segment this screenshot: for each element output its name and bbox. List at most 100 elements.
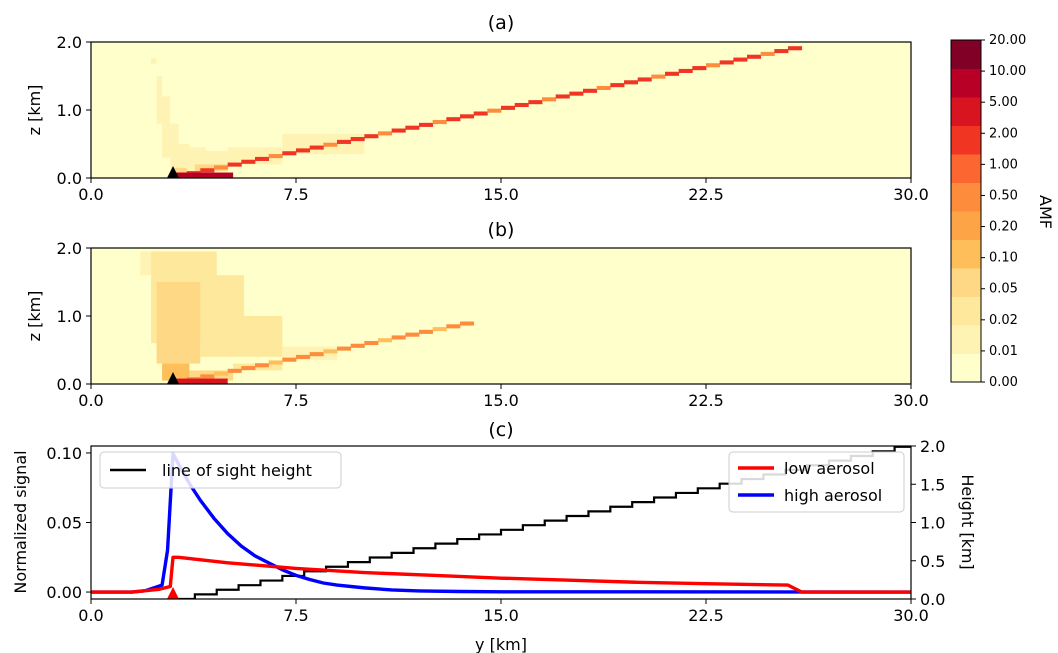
panel-b-ray-cell <box>282 357 297 362</box>
panel-a-xtick-label: 7.5 <box>283 185 308 204</box>
colorbar-band <box>951 154 981 183</box>
panel-a-title: (a) <box>488 12 514 34</box>
series-low-aerosol <box>91 555 911 594</box>
panel-a-ylabel: z [km] <box>25 85 44 136</box>
panel-c-title: (c) <box>488 419 513 441</box>
panel-b: (b) z [km] 0.0 7.5 15.0 22.5 30.0 0.0 1.0 2.0 <box>25 219 929 410</box>
colorbar-tick-label: 5.00 <box>989 95 1018 110</box>
colorbar-tick-label: 0.05 <box>989 282 1018 297</box>
panel-a-ray-cell <box>378 131 393 136</box>
panel-a-ytick-label: 2.0 <box>57 33 82 52</box>
panel-a-ray-cell <box>473 111 488 116</box>
panel-b-cell <box>200 275 245 357</box>
panel-c-y2tick-label: 1.0 <box>920 514 945 533</box>
panel-a-xtick-label: 15.0 <box>483 185 519 204</box>
panel-b-xtick-label: 0.0 <box>78 391 103 410</box>
panel-a-ytick-label: 0.0 <box>57 169 82 188</box>
colorbar-tick-label: 20.00 <box>989 33 1026 48</box>
colorbar-tick-label: 0.10 <box>989 251 1018 266</box>
panel-b-ray-cell <box>296 354 311 359</box>
panel-a-cell <box>173 167 187 175</box>
colorbar-bands <box>951 40 981 383</box>
colorbar-band <box>951 125 981 155</box>
panel-a-triangle-marker <box>167 166 179 178</box>
panel-a-ray-cell <box>268 154 283 159</box>
panel-c-triangle-marker <box>167 587 179 599</box>
panel-b-ray-cell <box>460 321 475 326</box>
panel-b-ray-cell <box>241 366 256 371</box>
panel-a-cell <box>151 58 157 64</box>
colorbar-band <box>951 40 981 69</box>
panel-a-ray-cell <box>432 119 447 125</box>
panel-b-ray-cell <box>391 335 406 340</box>
panel-a-ray-cell <box>487 108 502 113</box>
panel-a-ray-cell <box>692 66 707 71</box>
panel-b-ray-cell <box>227 368 242 373</box>
panel-a-ray-cell <box>610 83 625 88</box>
panel-a-ray-cell <box>405 125 420 130</box>
panel-b-ytick-label: 0.0 <box>57 375 82 394</box>
panel-a-ray-cell <box>624 80 639 85</box>
colorbar-band <box>951 211 981 240</box>
panel-c-ticks: 0.0 7.5 15.0 22.5 30.0 0.00 0.05 0.10 0.0 0.5 1.0 1… <box>46 437 945 625</box>
panel-a-ray-cell <box>719 60 734 65</box>
panel-a-cell <box>194 164 228 172</box>
colorbar-frame <box>950 39 982 383</box>
panel-a-ray-cell <box>651 74 666 79</box>
panel-a-ray-cell <box>200 168 215 173</box>
panel-a-ray-cell <box>309 145 324 150</box>
panel-b-ray-start <box>173 378 228 384</box>
colorbar-ticks: 0.00 0.01 0.02 0.05 0.10 0.20 0.50 1.00 2.00 5.00… <box>981 33 1026 390</box>
colorbar-band <box>951 68 981 98</box>
panel-a-cell <box>178 144 190 172</box>
panel-a-ray-cell <box>460 114 475 119</box>
panel-a-ray-cell <box>446 117 461 122</box>
panel-a-ray-cell <box>542 97 557 102</box>
panel-a-ticks: 0.0 7.5 15.0 22.5 30.0 0.0 1.0 2.0 <box>57 33 929 204</box>
panel-c-y2tick-label: 0.0 <box>920 590 945 609</box>
colorbar-tick-label: 0.01 <box>989 344 1018 359</box>
panel-b-cell <box>162 363 190 381</box>
colorbar-tick-label: 0.20 <box>989 220 1018 235</box>
panel-a-ray-cell <box>747 54 762 59</box>
colorbar-tick-label: 0.00 <box>989 375 1018 390</box>
panel-a-ray-cell <box>678 68 693 73</box>
panel-c-xtick-label: 30.0 <box>893 606 929 625</box>
panel-a-ray-cell <box>706 63 721 68</box>
legend-left-box <box>99 451 342 489</box>
colorbar-band <box>951 325 981 354</box>
panel-a-xtick-label: 0.0 <box>78 185 103 204</box>
colorbar-band <box>951 182 981 212</box>
panel-a-ray-cell <box>788 46 803 51</box>
panel-a-ray-cell <box>528 100 543 105</box>
colorbar-tick-label: 10.00 <box>989 64 1026 79</box>
panel-a-cell <box>205 150 228 168</box>
panel-a-ray-cell <box>255 156 270 161</box>
colorbar-tick-label: 1.00 <box>989 157 1018 172</box>
panel-c-y2tick-label: 1.5 <box>920 475 945 494</box>
panel-b-ray-cell <box>214 371 229 376</box>
panel-b-ray-cell <box>446 324 461 329</box>
colorbar-band <box>951 296 981 326</box>
panel-a-ray-cell <box>323 142 338 147</box>
panel-a-ray-cell <box>296 148 311 153</box>
panel-a-ray-cell <box>282 151 297 156</box>
colorbar-band <box>951 97 981 126</box>
panel-c-ytick-label: 0.10 <box>46 444 82 463</box>
panel-a-ray-cell <box>583 88 598 93</box>
colorbar-tick-label: 0.02 <box>989 313 1018 328</box>
panel-a-ray-cell <box>596 85 611 91</box>
panel-b-title: (b) <box>488 219 515 241</box>
panel-a-ray-cell <box>227 162 242 167</box>
panel-b-ray-cell <box>337 346 352 351</box>
panel-a-ray-cell <box>501 105 516 110</box>
panel-a-ray-cell <box>364 134 379 139</box>
panel-a: (a) z [km] 0.0 7.5 15.0 22.5 30.0 0.0 1.0 2.0 <box>25 12 929 204</box>
panel-a-heatmap <box>91 42 911 178</box>
panel-a-ray-start <box>173 172 234 178</box>
panel-b-ray-cell <box>419 329 434 334</box>
panel-b-ticks: 0.0 7.5 15.0 22.5 30.0 0.0 1.0 2.0 <box>57 239 929 410</box>
panel-c-xtick-label: 7.5 <box>283 606 308 625</box>
panel-b-xtick-label: 22.5 <box>688 391 724 410</box>
